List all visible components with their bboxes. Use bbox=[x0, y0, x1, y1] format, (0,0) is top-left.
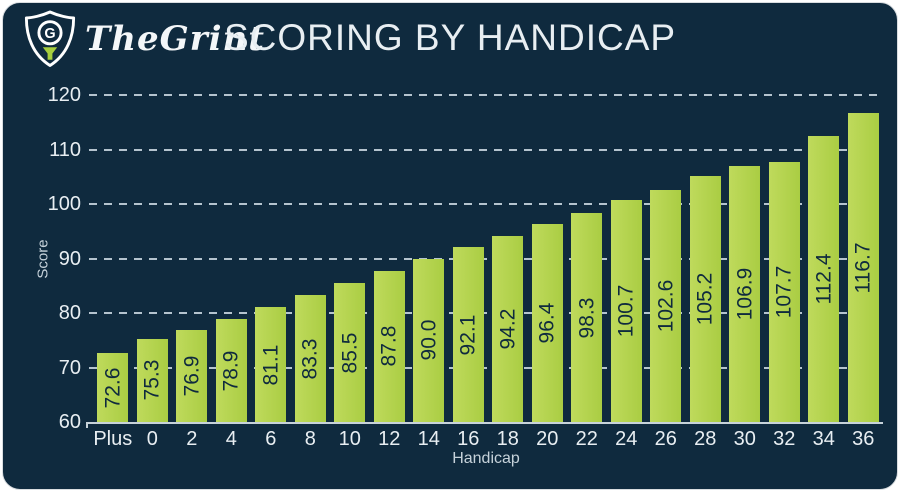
x-tick-label: 28 bbox=[694, 428, 717, 450]
y-tick-label: 60 bbox=[58, 411, 81, 433]
x-tick-label: 32 bbox=[773, 428, 796, 450]
bar-value-label: 102.6 bbox=[654, 279, 678, 333]
page-title: SCORING BY HANDICAP bbox=[223, 17, 677, 58]
x-tick-label: 12 bbox=[378, 428, 401, 450]
bar-value-label: 78.9 bbox=[219, 350, 243, 391]
bar-value-label: 96.4 bbox=[535, 302, 559, 344]
x-tick-label: 20 bbox=[536, 428, 559, 450]
bar: 94.2 bbox=[492, 235, 524, 422]
y-tick-label: 90 bbox=[58, 247, 81, 270]
x-axis-label: Handicap bbox=[452, 450, 520, 467]
bar-value-label: 90.0 bbox=[417, 319, 441, 361]
bar-value-label: 94.2 bbox=[496, 308, 520, 350]
x-tick-label: 26 bbox=[654, 428, 677, 450]
bar: 92.1 bbox=[452, 247, 484, 422]
bar: 107.7 bbox=[768, 162, 800, 422]
y-tick-label: 100 bbox=[47, 193, 81, 215]
bar: 105.2 bbox=[689, 175, 721, 422]
y-tick-label: 80 bbox=[58, 302, 81, 324]
gridline bbox=[89, 366, 883, 369]
bar: 81.1 bbox=[255, 307, 287, 422]
bar: 96.4 bbox=[531, 223, 563, 422]
gridline bbox=[89, 94, 883, 96]
bar-value-label: 92.1 bbox=[456, 314, 480, 355]
x-tick-label: 4 bbox=[225, 428, 237, 450]
gridline bbox=[89, 148, 883, 151]
bar: 75.3 bbox=[136, 338, 168, 422]
bar-value-label: 87.8 bbox=[377, 325, 401, 367]
bar-value-label: 106.9 bbox=[733, 267, 757, 321]
x-tick-label: 36 bbox=[852, 428, 875, 450]
bar-value-label: 81.1 bbox=[259, 344, 283, 385]
bar: 78.9 bbox=[215, 319, 247, 422]
bar: 76.9 bbox=[176, 329, 208, 422]
x-tick-label: 2 bbox=[186, 428, 198, 450]
x-tick-label: 22 bbox=[575, 428, 598, 450]
bar-value-label: 98.3 bbox=[575, 297, 599, 339]
bar: 98.3 bbox=[571, 213, 603, 422]
x-axis-line bbox=[86, 422, 883, 424]
bar: 87.8 bbox=[373, 270, 405, 422]
bar-value-label: 100.7 bbox=[614, 284, 638, 338]
x-tick-label: Plus bbox=[93, 428, 133, 450]
bar-value-label: 105.2 bbox=[693, 272, 717, 326]
thegrint-shield-icon: G bbox=[24, 10, 76, 67]
bar: 116.7 bbox=[847, 113, 879, 422]
bar: 85.5 bbox=[334, 283, 366, 422]
bar-value-label: 72.6 bbox=[101, 367, 125, 409]
y-tick-label: 110 bbox=[49, 138, 81, 161]
x-tick-label: 8 bbox=[304, 428, 316, 450]
bar-value-label: 75.3 bbox=[140, 359, 164, 401]
bar-value-label: 85.5 bbox=[338, 332, 362, 373]
x-tick-label: 6 bbox=[265, 428, 277, 450]
bar: 106.9 bbox=[729, 166, 761, 422]
bar-value-label: 83.3 bbox=[298, 338, 322, 379]
bar: 72.6 bbox=[97, 353, 129, 422]
bar: 112.4 bbox=[808, 136, 840, 422]
x-tick-label: 18 bbox=[496, 428, 519, 450]
bar-value-label: 107.7 bbox=[772, 265, 796, 319]
gridline bbox=[89, 257, 883, 260]
bar-value-label: 76.9 bbox=[180, 355, 204, 397]
x-tick-label: 30 bbox=[733, 428, 756, 450]
bar-value-label: 112.4 bbox=[812, 253, 836, 305]
x-tick-label: 24 bbox=[615, 428, 638, 450]
axis-tick bbox=[86, 422, 88, 428]
gridline bbox=[89, 312, 883, 314]
gridline bbox=[89, 203, 883, 205]
x-tick-label: 0 bbox=[146, 428, 158, 450]
x-tick-label: 14 bbox=[417, 428, 440, 450]
bar-value-label: 116.7 bbox=[851, 242, 875, 293]
x-tick-label: 34 bbox=[812, 428, 835, 450]
bar: 100.7 bbox=[610, 200, 642, 422]
y-tick-label: 70 bbox=[58, 356, 81, 379]
logo-wordmark: TheGrint bbox=[85, 19, 265, 59]
bar: 102.6 bbox=[650, 189, 682, 422]
svg-text:G: G bbox=[44, 26, 55, 42]
x-tick-label: 10 bbox=[338, 428, 361, 450]
x-tick-label: 16 bbox=[457, 428, 480, 450]
bar: 83.3 bbox=[294, 295, 326, 422]
y-tick-label: 120 bbox=[47, 84, 81, 106]
thegrint-logo: G TheGrint bbox=[23, 10, 265, 68]
bar: 90.0 bbox=[413, 258, 445, 422]
